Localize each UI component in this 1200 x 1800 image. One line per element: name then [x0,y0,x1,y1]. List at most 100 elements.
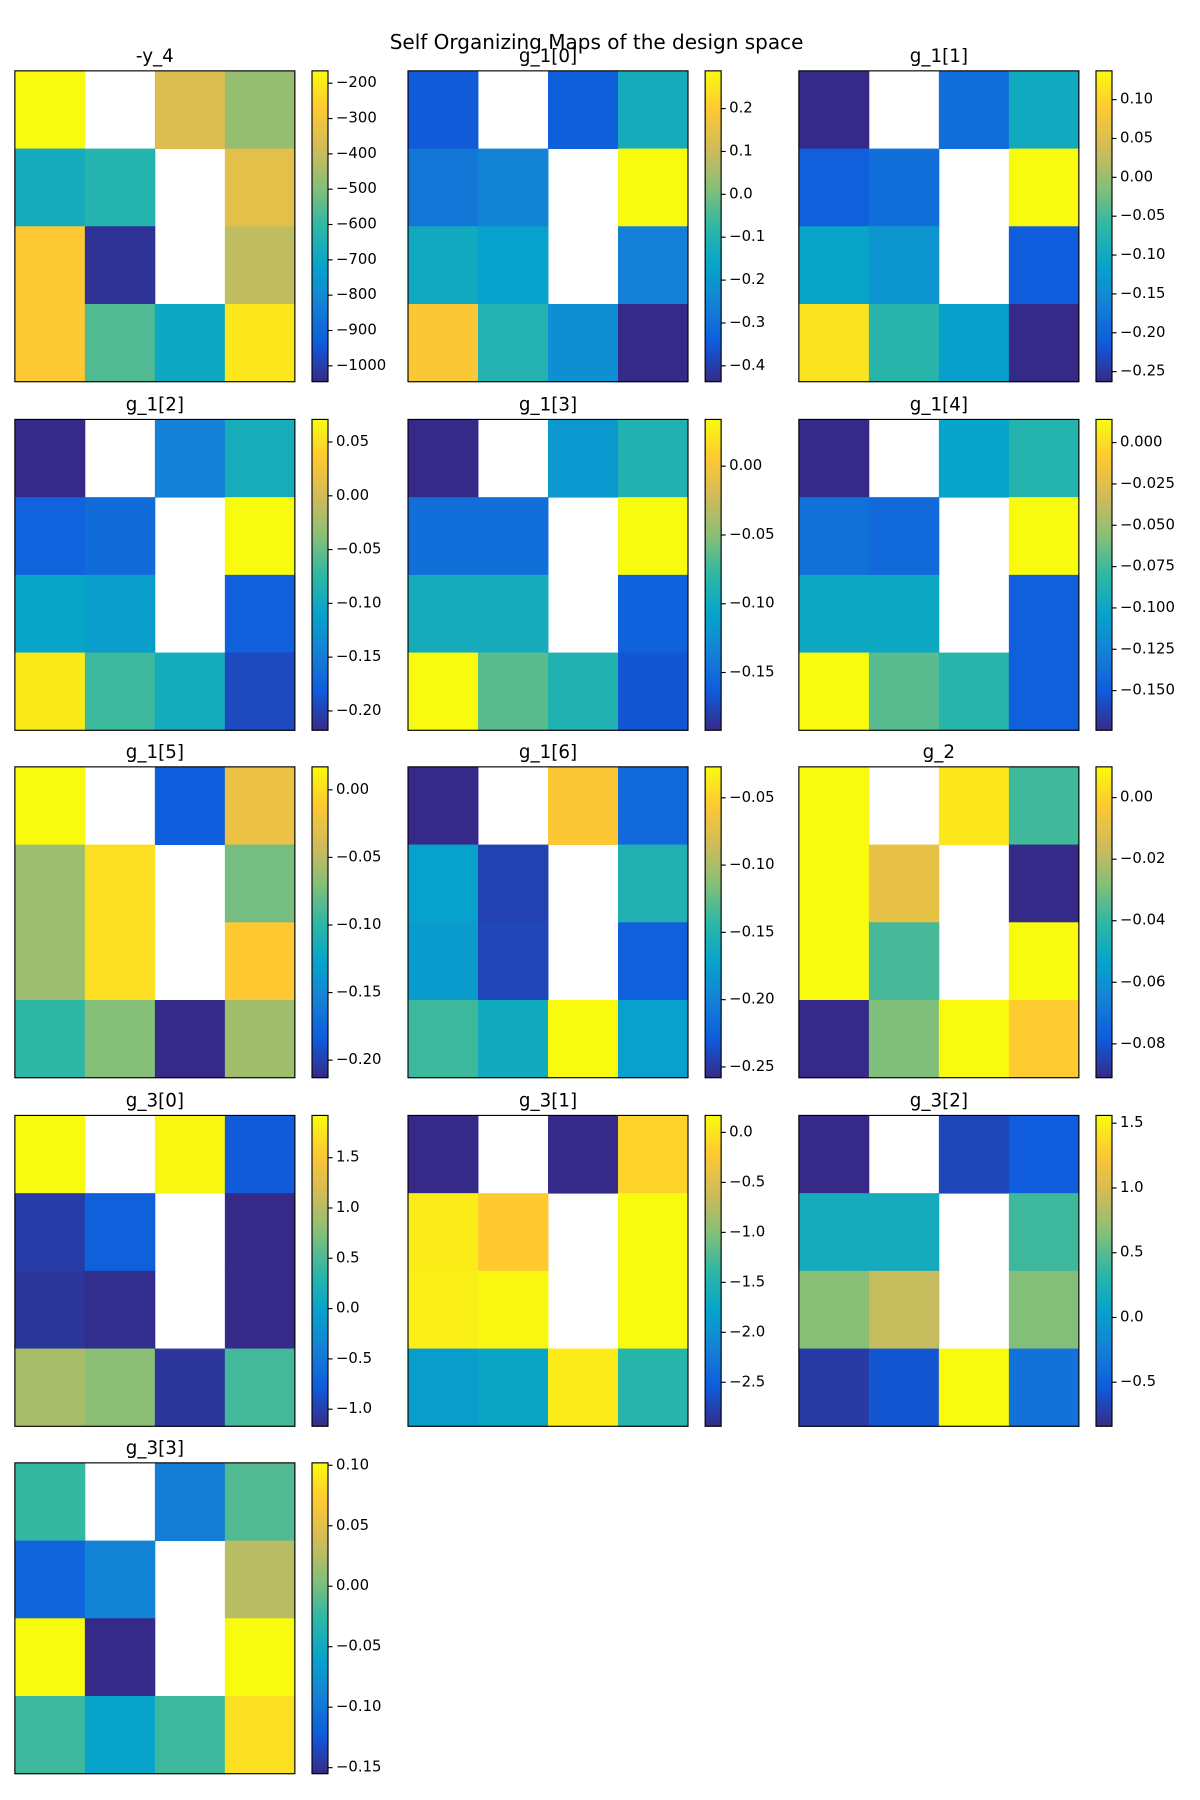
colorbar-tick-label: −0.5 [1120,1372,1156,1390]
colorbar-tick-label: −800 [336,285,377,303]
colorbar-tick-label: −400 [336,144,377,162]
colorbar-tick-label: −0.15 [336,1758,382,1776]
heatmap-cell [408,1193,479,1272]
heatmap-cell [798,304,870,383]
heatmap-cell [14,766,86,846]
heatmap-cell [618,766,689,846]
subplot-title: g_3[3] [126,1438,184,1459]
colorbar-tick-label: −0.25 [1120,362,1166,380]
heatmap-cell [14,1348,86,1427]
heatmap-cell [548,419,619,498]
colorbar-tick-label: −0.05 [336,1637,382,1655]
colorbar-tick-label: −0.025 [1120,474,1175,492]
plot-frame [407,418,689,731]
heatmap-cell [154,1696,226,1775]
colorbar-tick-label: −0.05 [336,847,382,865]
heatmap-cell [938,419,1010,498]
heatmap-cell [1008,1000,1080,1079]
heatmap-cell [408,226,479,305]
heatmap-cell [14,1618,86,1697]
figure-title: Self Organizing Maps of the design space [390,30,804,54]
heatmap-cell [84,922,156,1001]
heatmap-cell [154,1000,226,1079]
colorbar-tick-label: 0.00 [1120,788,1153,806]
colorbar [311,1114,329,1427]
heatmap-cell [1008,226,1080,305]
heatmap-cell [868,304,940,383]
heatmap-cell [868,1270,940,1350]
heatmap-cell [1008,419,1080,498]
heatmap-cell [618,1193,689,1272]
plot-frame [14,70,296,383]
colorbar-tick-label: −200 [336,73,377,91]
colorbar-tick-label: −0.05 [729,525,775,543]
heatmap-cell [548,652,619,731]
heatmap-cell [1008,1270,1080,1350]
heatmap-cell [84,497,156,576]
heatmap-cell [224,1348,296,1427]
colorbar-tick-label: 0.2 [729,99,753,117]
colorbar-tick-label: −0.10 [336,1697,382,1715]
subplot-title: g_1[5] [126,742,184,763]
heatmap-cell [868,497,940,576]
plot-frame [14,418,296,731]
colorbar-tick-label: 0.1 [729,141,753,159]
heatmap-cell [14,844,86,923]
subplot-title: g_1[6] [519,742,577,763]
heatmap-cell [154,1348,226,1427]
colorbar-tick-label: −0.10 [1120,245,1166,263]
plot-frame [407,1114,689,1427]
colorbar-tick-label: −0.15 [336,983,382,1001]
heatmap-cell [618,1270,689,1350]
heatmap-cell [84,1270,156,1350]
subplot-title: g_2 [923,742,955,763]
heatmap-cell [1008,1115,1080,1194]
colorbar [311,1462,329,1775]
colorbar-tick-label: −0.05 [729,788,775,806]
colorbar-tick-label: 0.05 [336,1516,369,1534]
colorbar [704,1114,722,1427]
heatmap-cell [224,1462,296,1542]
colorbar [311,418,329,731]
colorbar-tick-label: 0.00 [336,1576,369,1594]
heatmap-cell [798,1000,870,1079]
heatmap-cell [1008,304,1080,383]
colorbar-tick-label: 0.000 [1120,433,1163,451]
colorbar-tick-label: −0.1 [729,227,765,245]
colorbar [1095,418,1113,731]
colorbar-tick-label: −0.05 [336,540,382,558]
heatmap-cell [798,1115,870,1194]
heatmap-cell [14,574,86,654]
heatmap-cell [408,922,479,1001]
heatmap-cell [14,419,86,498]
colorbar [311,70,329,383]
plot-frame [798,418,1080,731]
heatmap-cell [618,497,689,576]
colorbar-tick-label: 0.05 [1120,128,1153,146]
heatmap-cell [84,148,156,227]
heatmap-cell [14,1696,86,1775]
subplot-title: g_3[1] [519,1091,577,1112]
colorbar-tick-label: 0.0 [336,1299,360,1317]
heatmap-cell [84,1696,156,1775]
heatmap-cell [14,922,86,1001]
colorbar-tick-label: −0.25 [729,1057,775,1075]
heatmap-cell [548,1000,619,1079]
plot-frame [798,766,1080,1079]
heatmap-cell [14,1462,86,1542]
heatmap-cell [84,1540,156,1619]
colorbar-tick-label: −900 [336,320,377,338]
heatmap-cell [478,1000,549,1079]
colorbar-tick-label: −0.05 [1120,206,1166,224]
heatmap-cell [798,419,870,498]
colorbar-tick-label: −0.10 [336,915,382,933]
heatmap-cell [14,70,86,150]
heatmap-cell [868,922,940,1001]
heatmap-cell [224,304,296,383]
heatmap-cell [408,304,479,383]
colorbar-tick-label: −2.5 [729,1372,765,1390]
heatmap-cell [618,574,689,654]
subplot-title: -y_4 [136,46,174,67]
colorbar-tick-label: −0.5 [336,1349,372,1367]
colorbar-tick-label: 1.0 [336,1198,360,1216]
